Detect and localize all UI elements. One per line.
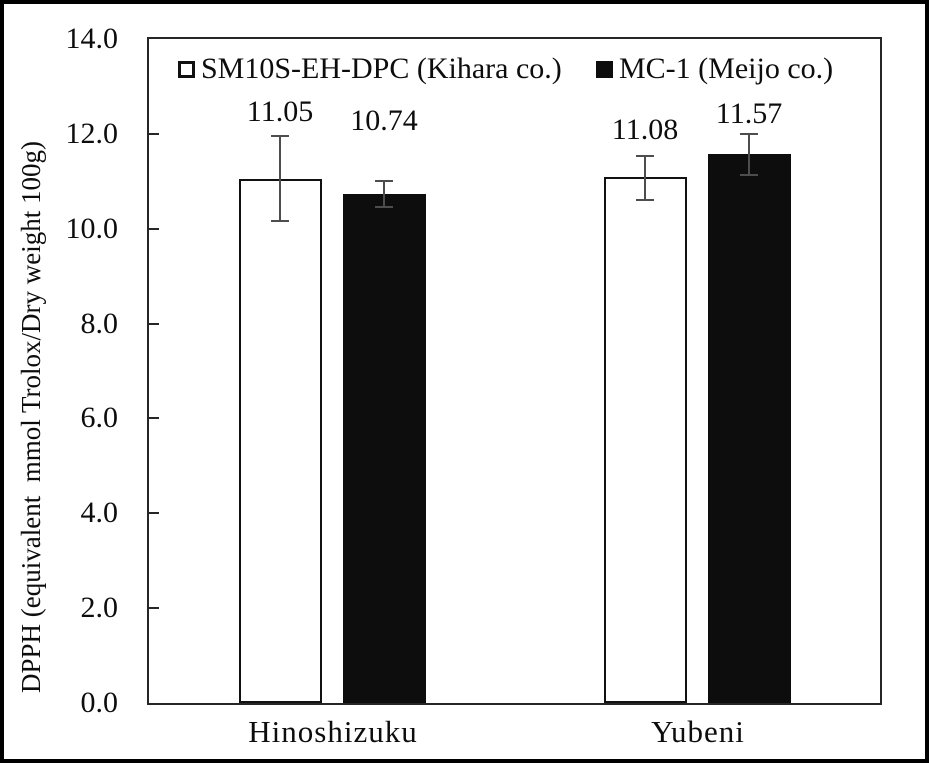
y-axis-tick (149, 323, 159, 325)
y-axis-tick (149, 228, 159, 230)
data-label-hinoshizuku-series-1: 10.74 (350, 104, 418, 137)
y-axis-tick-label: 2.0 (80, 591, 119, 624)
x-axis-label-yubeni: Yubeni (651, 714, 745, 749)
y-axis-tick (149, 133, 159, 135)
error-bar-cap (740, 174, 758, 176)
error-bar-cap (271, 220, 289, 222)
error-bar-cap (375, 180, 393, 182)
bar-hinoshizuku-series-0 (239, 179, 322, 703)
legend-label-sm10s: SM10S-EH-DPC (Kihara co.) (201, 52, 562, 85)
y-axis-tick-label: 8.0 (80, 307, 119, 340)
legend-item-sm10s: SM10S-EH-DPC (Kihara co.) (178, 52, 562, 86)
data-label-yubeni-series-1: 11.57 (715, 97, 783, 130)
error-bar-yubeni-series-1 (748, 134, 750, 175)
y-axis-tick (149, 512, 159, 514)
y-axis-tick-label: 0.0 (80, 686, 119, 719)
error-bar-cap (636, 155, 654, 157)
y-axis-tick-label: 6.0 (80, 401, 119, 434)
legend: SM10S-EH-DPC (Kihara co.) MC-1 (Meijo co… (149, 52, 880, 86)
y-axis-tick-label: 4.0 (80, 496, 119, 529)
plot-area: SM10S-EH-DPC (Kihara co.) MC-1 (Meijo co… (147, 37, 882, 705)
bar-yubeni-series-0 (604, 177, 687, 703)
y-axis-tick-label: 12.0 (65, 117, 119, 150)
legend-solid-square-icon (596, 60, 613, 78)
y-axis-tick (149, 607, 159, 609)
y-axis-tick-label: 14.0 (65, 22, 119, 55)
legend-item-mc1: MC-1 (Meijo co.) (596, 52, 833, 86)
legend-label-mc1: MC-1 (Meijo co.) (619, 52, 834, 85)
bar-yubeni-series-1 (708, 154, 791, 703)
x-axis-label-hinoshizuku: Hinoshizuku (248, 714, 418, 749)
data-label-hinoshizuku-series-0: 11.05 (246, 95, 314, 128)
error-bar-yubeni-series-0 (644, 156, 646, 200)
error-bar-cap (636, 199, 654, 201)
bar-hinoshizuku-series-1 (343, 194, 426, 703)
data-label-yubeni-series-0: 11.08 (611, 113, 679, 146)
y-axis-tick (149, 417, 159, 419)
error-bar-cap (271, 135, 289, 137)
error-bar-cap (375, 206, 393, 208)
y-axis-tick-label: 10.0 (65, 212, 119, 245)
error-bar-hinoshizuku-series-0 (279, 136, 281, 221)
error-bar-cap (740, 133, 758, 135)
legend-open-square-icon (178, 60, 195, 78)
error-bar-hinoshizuku-series-1 (383, 181, 385, 207)
